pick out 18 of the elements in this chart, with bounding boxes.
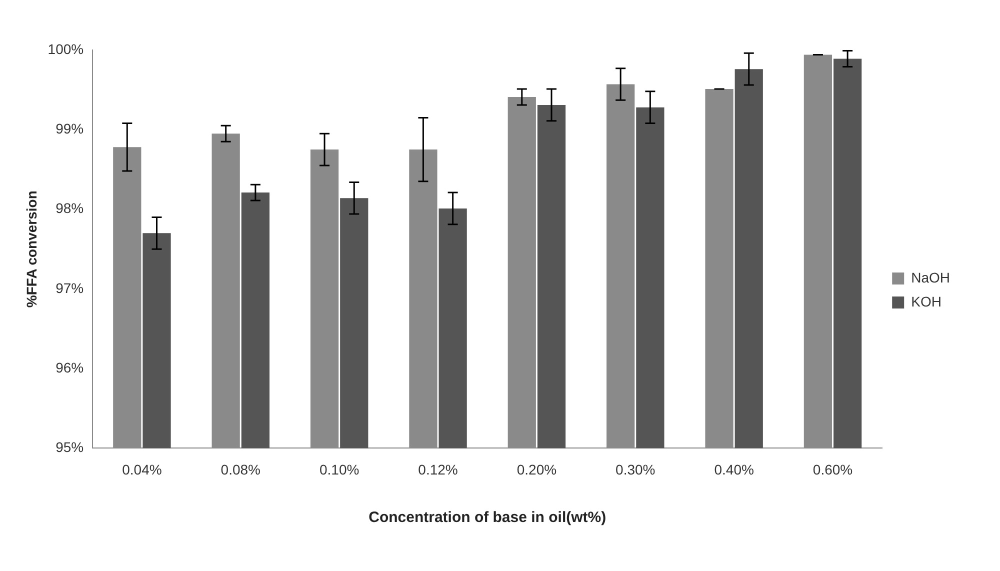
y-tick-label: 95% bbox=[56, 439, 84, 456]
x-tick-label: 0.12% bbox=[418, 461, 458, 478]
y-tick-label: 98% bbox=[56, 200, 84, 216]
legend-label: KOH bbox=[911, 293, 942, 310]
x-tick-label: 0.40% bbox=[714, 461, 754, 478]
x-axis-title: Concentration of base in oil(wt%) bbox=[368, 509, 606, 526]
y-tick-label: 97% bbox=[56, 280, 84, 296]
x-tick-label: 0.20% bbox=[516, 461, 557, 478]
x-tick-label: 0.10% bbox=[319, 461, 360, 478]
y-tick-label: 100% bbox=[48, 40, 84, 57]
x-tick-label: 0.30% bbox=[616, 461, 656, 478]
y-tick-label: 96% bbox=[56, 359, 84, 376]
x-tick-label: 0.08% bbox=[220, 461, 260, 478]
y-tick-label: 99% bbox=[56, 120, 84, 136]
legend-label: NaOH bbox=[911, 269, 950, 286]
x-tick-label: 0.04% bbox=[122, 461, 162, 478]
x-tick-label: 0.60% bbox=[812, 461, 853, 478]
y-axis-title: %FFA conversion bbox=[23, 190, 40, 308]
